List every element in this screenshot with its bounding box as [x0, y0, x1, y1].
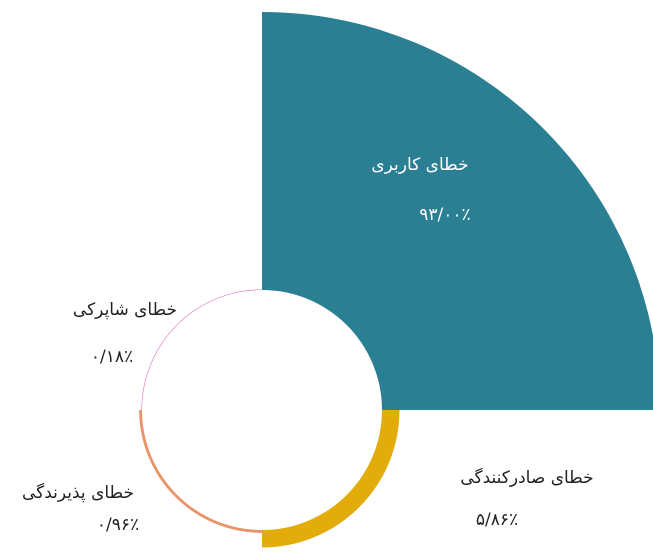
category-label: خطای شاپرکی	[73, 300, 177, 320]
wedge	[262, 410, 400, 548]
value-label: ۰/۹۶٪	[97, 515, 139, 535]
value-label: ۹۳/۰۰٪	[419, 205, 470, 225]
category-label: خطای صادرکنندگی	[460, 467, 593, 488]
category-label: خطای کاربری	[371, 155, 468, 175]
value-label: ۵/۸۶٪	[476, 510, 518, 530]
wedge	[139, 410, 262, 533]
value-label: ۰/۱۸٪	[91, 347, 133, 367]
category-label: خطای پذیرندگی	[22, 482, 134, 503]
wedge	[262, 12, 653, 410]
